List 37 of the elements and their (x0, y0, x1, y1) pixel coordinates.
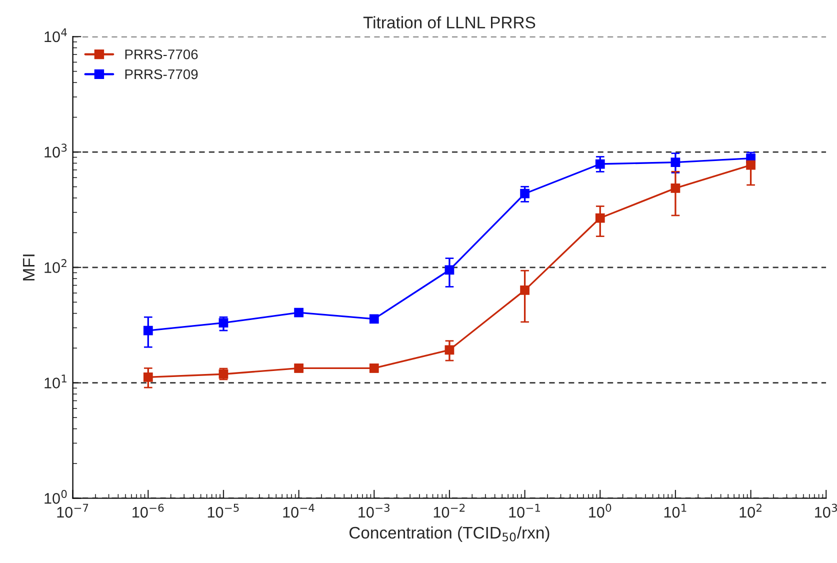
point (444, 265, 454, 275)
y-axis-title: MFI (23, 254, 34, 280)
x-tick-label: 10$^{−2}$ (434, 504, 465, 518)
point (218, 318, 228, 328)
x-tick-label: 10$^{3}$ (815, 504, 837, 518)
point (143, 372, 153, 382)
x-tick-label: 10$^{−5}$ (208, 504, 239, 518)
y-tick-label: 10$^{1}$ (44, 374, 66, 388)
point (294, 308, 304, 318)
x-tick-label: 10$^{1}$ (664, 504, 686, 518)
point (670, 158, 680, 168)
point (670, 183, 680, 193)
x-tick-label: 10$^{−4}$ (283, 504, 314, 518)
point (595, 213, 605, 223)
y-tick-label: 10$^{2}$ (44, 259, 66, 273)
point (746, 160, 756, 170)
y-tick-label: 10$^{3}$ (44, 144, 67, 158)
legend-label: PRRS-7709 (125, 69, 198, 80)
point (369, 363, 379, 373)
x-tick-label: 10$^{−6}$ (132, 504, 164, 518)
x-tick-label: 10$^{−1}$ (509, 504, 540, 518)
point (595, 159, 605, 169)
point (294, 363, 304, 373)
chart-title: Titration of LLNL PRRS (363, 16, 536, 28)
x-tick-label: 10$^{−7}$ (57, 504, 88, 518)
point (520, 188, 530, 198)
x-tick-label: 10$^{−3}$ (358, 504, 390, 518)
y-tick-label: 10$^{4}$ (44, 28, 67, 42)
x-axis-title: Concentration (TCID$_{50}$/rxn) (349, 526, 550, 542)
point (143, 326, 153, 336)
point (520, 286, 530, 295)
x-tick-label: 10$^{0}$ (589, 504, 612, 518)
point (444, 345, 454, 355)
legend-label: PRRS-7706 (125, 49, 198, 60)
point (369, 314, 379, 324)
x-tick-label: 10$^{2}$ (740, 504, 762, 518)
y-tick-label: 10$^{0}$ (44, 490, 67, 504)
